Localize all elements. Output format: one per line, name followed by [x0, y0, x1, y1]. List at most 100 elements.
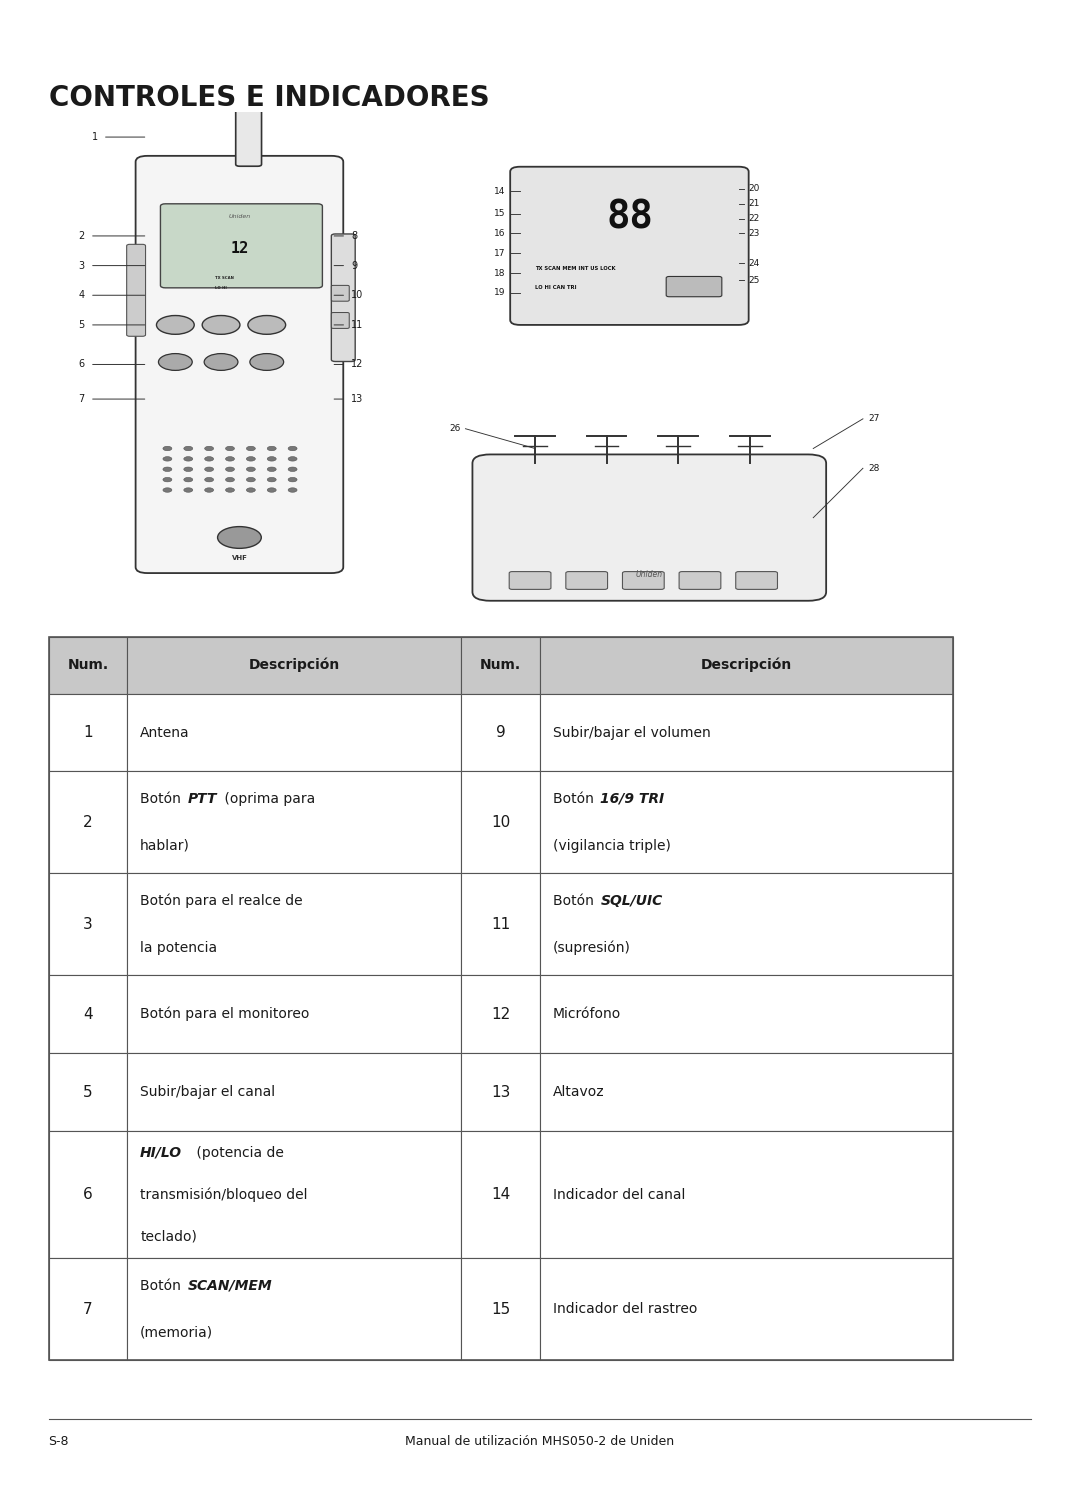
Text: Altavoz: Altavoz [553, 1085, 605, 1100]
FancyBboxPatch shape [161, 204, 323, 288]
Text: Subir/bajar el canal: Subir/bajar el canal [140, 1085, 275, 1100]
FancyBboxPatch shape [332, 285, 349, 301]
FancyBboxPatch shape [472, 454, 826, 601]
Circle shape [157, 316, 194, 334]
FancyBboxPatch shape [136, 156, 343, 574]
FancyBboxPatch shape [509, 572, 551, 589]
Text: hablar): hablar) [140, 839, 190, 852]
Text: 9: 9 [496, 725, 505, 740]
Circle shape [246, 488, 255, 493]
Text: Botón: Botón [140, 1279, 186, 1293]
Circle shape [205, 457, 214, 461]
Bar [127, 1053, 461, 1131]
Text: Micrófono: Micrófono [553, 1007, 621, 1022]
Bar [127, 873, 461, 975]
Circle shape [226, 467, 234, 472]
Bar [540, 1131, 953, 1258]
Circle shape [204, 354, 238, 370]
Bar [127, 637, 461, 694]
Text: (memoria): (memoria) [140, 1326, 214, 1339]
Text: 12: 12 [351, 360, 364, 370]
Text: Num.: Num. [481, 658, 522, 673]
Text: 4: 4 [79, 291, 85, 300]
Text: 14: 14 [494, 187, 505, 196]
Bar [127, 1131, 461, 1258]
Text: 88: 88 [606, 199, 652, 237]
Text: 14: 14 [491, 1186, 511, 1203]
Bar [540, 1053, 953, 1131]
Text: HI/LO: HI/LO [140, 1146, 183, 1159]
Text: 1: 1 [83, 725, 93, 740]
Text: Uniden: Uniden [228, 214, 251, 219]
Bar [49, 975, 127, 1053]
Circle shape [246, 467, 255, 472]
Text: 5: 5 [79, 321, 85, 330]
Text: 26: 26 [449, 424, 460, 433]
FancyBboxPatch shape [666, 277, 721, 297]
Bar [461, 637, 540, 694]
Text: PTT: PTT [188, 792, 217, 806]
Bar [540, 975, 953, 1053]
Circle shape [246, 446, 255, 451]
Text: Descripción: Descripción [701, 658, 792, 673]
Text: CONTROLES E INDICADORES: CONTROLES E INDICADORES [49, 84, 489, 112]
Bar [461, 873, 540, 975]
FancyBboxPatch shape [332, 313, 349, 328]
Text: Indicador del rastreo: Indicador del rastreo [553, 1302, 698, 1317]
Text: Botón para el realce de: Botón para el realce de [140, 894, 302, 908]
FancyBboxPatch shape [679, 572, 720, 589]
Text: 28: 28 [868, 464, 879, 473]
Text: Botón: Botón [553, 894, 598, 908]
Text: 6: 6 [83, 1186, 93, 1203]
FancyBboxPatch shape [566, 572, 608, 589]
Circle shape [184, 457, 192, 461]
Text: transmisión/bloqueo del: transmisión/bloqueo del [140, 1188, 308, 1201]
Circle shape [163, 478, 172, 482]
Circle shape [246, 478, 255, 482]
Circle shape [288, 488, 297, 493]
Bar [49, 771, 127, 873]
FancyBboxPatch shape [235, 48, 261, 166]
Text: 7: 7 [83, 1302, 93, 1317]
Text: 20: 20 [748, 184, 760, 193]
Text: LO HI: LO HI [215, 286, 227, 289]
Circle shape [205, 488, 214, 493]
Bar [49, 1258, 127, 1360]
Text: 9: 9 [351, 261, 357, 271]
Circle shape [226, 488, 234, 493]
Text: 12: 12 [491, 1007, 511, 1022]
Circle shape [249, 354, 284, 370]
Circle shape [226, 478, 234, 482]
Text: 2: 2 [83, 815, 93, 830]
Text: 13: 13 [491, 1085, 511, 1100]
FancyBboxPatch shape [510, 166, 748, 325]
Circle shape [267, 457, 276, 461]
Circle shape [267, 467, 276, 472]
Circle shape [205, 478, 214, 482]
Text: 24: 24 [748, 259, 760, 268]
Bar [49, 637, 127, 694]
Bar [540, 1258, 953, 1360]
Text: 17: 17 [494, 249, 505, 258]
Circle shape [163, 467, 172, 472]
Text: 23: 23 [748, 229, 760, 238]
Text: Botón: Botón [140, 792, 186, 806]
Text: (vigilancia triple): (vigilancia triple) [553, 839, 671, 852]
Text: (oprima para: (oprima para [220, 792, 315, 806]
Text: Subir/bajar el volumen: Subir/bajar el volumen [553, 725, 711, 740]
Bar [127, 771, 461, 873]
Text: 18: 18 [494, 268, 505, 277]
Circle shape [288, 467, 297, 472]
Bar [461, 771, 540, 873]
Text: 19: 19 [494, 288, 505, 297]
Text: teclado): teclado) [140, 1230, 197, 1243]
Text: S-8: S-8 [49, 1435, 69, 1447]
Text: 16: 16 [494, 229, 505, 238]
Circle shape [267, 488, 276, 493]
Text: 13: 13 [351, 394, 364, 404]
Text: 12: 12 [230, 241, 248, 256]
Text: 2: 2 [79, 231, 85, 241]
FancyBboxPatch shape [735, 572, 778, 589]
Text: la potencia: la potencia [140, 941, 217, 954]
Bar [49, 1053, 127, 1131]
